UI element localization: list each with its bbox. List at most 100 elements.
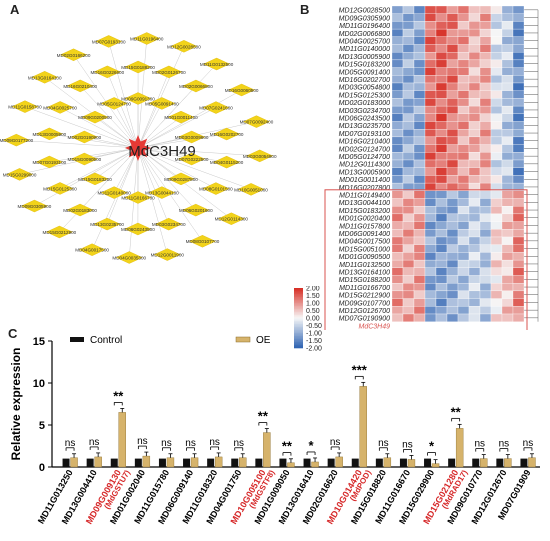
- heatmap-cell: [413, 175, 426, 184]
- network-edge: [106, 147, 139, 225]
- heatmap-cell: [490, 275, 503, 284]
- color-scale-step: [294, 289, 303, 292]
- heatmap-cell: [479, 236, 492, 245]
- heatmap-cell: [424, 28, 437, 37]
- heatmap-cell: [435, 5, 448, 14]
- heatmap-cell: [501, 275, 514, 284]
- network-node: MD04G0115200: [210, 155, 244, 169]
- significance-label: **: [451, 404, 462, 419]
- color-scale-step: [294, 327, 303, 329]
- heatmap-cell: [457, 36, 470, 45]
- heatmap-row-label: MD13G0005900: [339, 54, 390, 61]
- network-node: MD13G0005900: [33, 127, 67, 141]
- heatmap-cell: [402, 59, 415, 68]
- network-node-diamond: [202, 182, 230, 195]
- heatmap-row-label: MD01G0011400: [339, 177, 390, 184]
- heatmap-cell: [391, 206, 404, 215]
- heatmap-cell: [413, 283, 426, 292]
- color-scale-step: [294, 334, 303, 337]
- network-edge: [80, 85, 139, 149]
- network-node-label: MD10G0051000: [234, 187, 268, 192]
- heatmap-cell: [446, 75, 459, 84]
- heatmap-cell: [512, 229, 525, 238]
- heatmap-cell: [391, 5, 404, 14]
- heatmap-cell: [468, 298, 481, 307]
- network-node: MD01G0011400: [164, 110, 198, 124]
- heatmap-cell: [490, 90, 503, 99]
- heatmap-cell: [402, 67, 415, 76]
- bar-group: ***: [352, 362, 368, 468]
- bar-group: ns: [472, 439, 488, 468]
- heatmap-cell: [479, 275, 492, 284]
- network-node: MD07G0092400: [240, 115, 274, 128]
- bar-group: *: [424, 439, 440, 468]
- heatmap-cell: [468, 59, 481, 68]
- heatmap-cell: [446, 90, 459, 99]
- color-scale-step: [294, 294, 303, 296]
- heatmap-cell: [435, 59, 448, 68]
- heatmap-cell: [468, 52, 481, 61]
- network-node-label: MD05G0091400: [145, 101, 179, 106]
- network-node: MD03G0054800: [243, 149, 277, 163]
- heatmap-cell: [457, 28, 470, 37]
- heatmap-cell: [413, 113, 426, 122]
- bar-group: ns: [86, 437, 102, 468]
- network-edge: [108, 41, 139, 149]
- heatmap-cell: [479, 221, 492, 230]
- heatmap-cell: [424, 144, 437, 153]
- heatmap-cell: [479, 306, 492, 315]
- network-node-label: MD07G0222500: [175, 157, 209, 162]
- heatmap-cell: [457, 236, 470, 245]
- legend-swatch-control: [70, 337, 84, 342]
- bar-oe: [94, 456, 102, 468]
- bar-oe: [70, 457, 78, 468]
- heatmap-cell: [424, 152, 437, 161]
- network-node: MD13G0044100: [145, 186, 179, 199]
- network-edge: [137, 133, 227, 149]
- heatmap-cell: [501, 298, 514, 307]
- heatmap-cell: [468, 213, 481, 222]
- heatmap-cell: [435, 98, 448, 107]
- heatmap-cell: [424, 44, 437, 53]
- bar-oe: [528, 457, 536, 468]
- heatmap-cell: [490, 82, 503, 91]
- color-scale-step: [294, 312, 303, 314]
- heatmap-cell: [413, 221, 426, 230]
- heatmap-cell: [402, 159, 415, 168]
- heatmap-cell: [490, 213, 503, 222]
- network-node: MD16G0210400: [63, 79, 98, 93]
- significance-label: *: [429, 439, 435, 454]
- bar-oe: [455, 428, 464, 468]
- network-node: MD15G0090500: [68, 152, 102, 166]
- heatmap-cell: [402, 198, 415, 207]
- heatmap-cell: [490, 175, 503, 184]
- heatmap-row-label: MD13G0164100: [339, 270, 390, 277]
- heatmap-cell: [435, 221, 448, 230]
- heatmap-cell: [501, 113, 514, 122]
- heatmap-cell: [490, 206, 503, 215]
- heatmap-cell: [391, 229, 404, 238]
- heatmap-cell: [468, 267, 481, 276]
- network-node-diamond: [178, 152, 206, 166]
- bar-control: [399, 458, 407, 467]
- network-node-label: MD07G0193100: [92, 39, 126, 44]
- heatmap-cell: [479, 90, 492, 99]
- network-node: MD02G0183000: [63, 203, 97, 217]
- network-edge: [137, 147, 168, 255]
- bar-control: [375, 458, 383, 467]
- network-node-diamond: [242, 115, 270, 128]
- heatmap-cell: [501, 121, 514, 130]
- heatmap-cell: [501, 129, 514, 138]
- heatmap-row-label: MD09G0305900: [339, 15, 390, 22]
- network-node-diamond: [93, 65, 121, 79]
- color-scale-step: [294, 291, 303, 293]
- network-node-label: MD07G0241600: [199, 106, 233, 111]
- significance-label: ns: [233, 438, 244, 449]
- network-node: MD12G0028500: [167, 40, 201, 53]
- color-scale-step: [294, 337, 303, 340]
- heatmap-cell: [490, 306, 503, 315]
- heatmap-cell: [501, 5, 514, 14]
- significance-label: ns: [378, 438, 389, 449]
- heatmap-cell: [479, 5, 492, 14]
- heatmap-cell: [479, 44, 492, 53]
